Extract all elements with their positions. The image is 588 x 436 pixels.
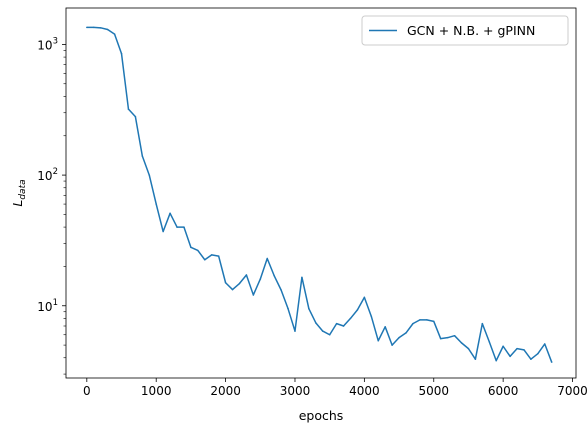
data-point [335, 322, 338, 325]
x-ticks: 0 1000 2000 3000 4000 5000 6000 7000 [83, 378, 588, 398]
data-point [210, 254, 213, 256]
data-point [453, 334, 456, 337]
data-point [113, 33, 116, 35]
data-point [162, 230, 164, 233]
legend-label: GCN + N.B. + gPINN [407, 23, 535, 38]
data-point [550, 361, 553, 363]
data-point [273, 274, 275, 277]
data-point [176, 226, 178, 228]
data-point [197, 249, 199, 252]
data-point [516, 347, 518, 350]
legend: GCN + N.B. + gPINN [361, 15, 569, 46]
y-axis-label: Ldata [10, 179, 28, 206]
y-axis-label-main: L [10, 200, 25, 207]
data-point [86, 26, 88, 29]
data-point [217, 255, 220, 257]
data-point [266, 257, 268, 260]
data-point [363, 296, 366, 299]
data-point [127, 108, 130, 110]
x-axis-label: epochs [299, 408, 344, 423]
data-point [245, 274, 248, 276]
plot-area [66, 8, 576, 378]
data-point [384, 326, 386, 328]
data-point [481, 322, 484, 325]
data-point [530, 358, 532, 360]
data-points [86, 26, 553, 363]
data-point [301, 276, 303, 279]
data-point [134, 115, 137, 118]
data-point [467, 347, 470, 350]
data-point [328, 333, 331, 336]
y-axis-label-sub: data [18, 179, 28, 199]
data-point [141, 155, 144, 157]
data-point [446, 336, 449, 339]
data-point [502, 345, 504, 347]
data-point [412, 322, 414, 325]
data-point [287, 307, 289, 310]
data-point [342, 325, 345, 327]
data-point [537, 352, 539, 355]
data-point [398, 336, 400, 339]
data-point [321, 330, 324, 332]
x-tick-label: 5000 [418, 384, 449, 398]
x-tick-label: 7000 [557, 384, 588, 398]
data-point [474, 358, 477, 360]
data-point [169, 212, 171, 215]
data-point [509, 355, 511, 358]
y-tick-label: 103 [37, 36, 58, 52]
data-point [433, 320, 435, 323]
data-point [204, 258, 206, 261]
data-point [315, 322, 317, 324]
data-point [93, 26, 95, 29]
data-point [99, 27, 102, 29]
data-point [308, 307, 310, 310]
data-point [155, 203, 157, 205]
data-point [183, 226, 185, 228]
x-tick-label: 3000 [280, 384, 311, 398]
data-point [280, 289, 282, 291]
data-point [224, 282, 227, 284]
data-point [356, 309, 359, 311]
data-point [238, 282, 241, 285]
data-point [231, 288, 234, 291]
data-point [460, 342, 463, 344]
x-tick-label: 4000 [349, 384, 380, 398]
data-point [120, 52, 123, 55]
data-point [190, 246, 192, 249]
data-point [252, 294, 255, 296]
data-point [370, 315, 373, 318]
data-point [495, 359, 497, 362]
data-point [426, 319, 428, 321]
legend-frame [361, 15, 569, 46]
y-minor-ticks [63, 50, 66, 375]
plot-frame [65, 7, 577, 379]
data-point [294, 330, 296, 332]
data-point [377, 339, 379, 342]
data-point [523, 349, 525, 351]
x-tick-label: 0 [83, 384, 91, 398]
data-point [439, 337, 442, 340]
series-line [86, 26, 553, 363]
data-point [544, 343, 546, 345]
data-point [419, 319, 421, 321]
x-tick-label: 2000 [210, 384, 241, 398]
y-tick-label: 102 [37, 167, 58, 183]
data-point [405, 332, 407, 334]
data-point [349, 317, 352, 320]
y-major-ticks: 101 102 103 [37, 36, 66, 314]
y-tick-label: 101 [37, 298, 58, 314]
x-tick-label: 6000 [488, 384, 519, 398]
data-point [148, 174, 151, 176]
data-point [106, 28, 109, 31]
data-point [259, 278, 262, 280]
data-point [391, 344, 393, 346]
x-tick-label: 1000 [141, 384, 172, 398]
data-point [488, 341, 491, 343]
